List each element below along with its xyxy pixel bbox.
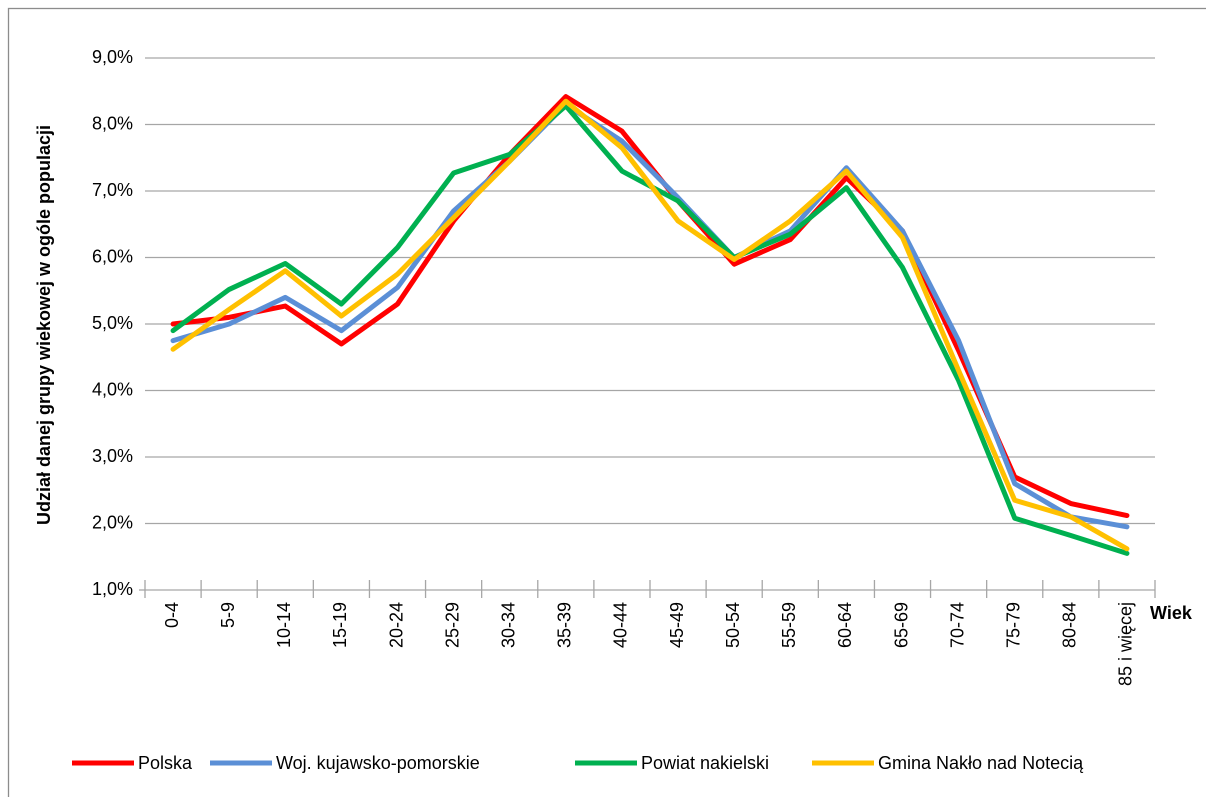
series-line — [170, 98, 1130, 552]
legend-label: Powiat nakielski — [641, 753, 769, 773]
y-tick-label: 8,0% — [92, 113, 133, 133]
legend-label: Woj. kujawsko-pomorskie — [276, 753, 480, 773]
x-tick-label: 15-19 — [330, 602, 350, 648]
y-tick-label: 4,0% — [92, 379, 133, 399]
chart-frame — [7, 7, 1206, 797]
x-axis-label: Wiek — [1150, 603, 1193, 623]
y-tick-label: 1,0% — [92, 579, 133, 599]
legend-label: Polska — [138, 753, 193, 773]
y-tick-label: 7,0% — [92, 180, 133, 200]
x-tick-label: 70-74 — [947, 602, 967, 648]
x-tick-label: 55-59 — [779, 602, 799, 648]
y-axis-label: Udział danej grupy wiekowej w ogóle popu… — [34, 125, 54, 525]
x-tick-label: 80-84 — [1060, 602, 1080, 648]
y-tick-label: 5,0% — [92, 313, 133, 333]
x-tick-label: 5-9 — [218, 602, 238, 628]
x-tick-label: 20-24 — [386, 602, 406, 648]
legend-label: Gmina Nakło nad Notecią — [878, 753, 1084, 773]
y-tick-label: 9,0% — [92, 47, 133, 67]
x-tick-label: 45-49 — [667, 602, 687, 648]
x-tick-label: 65-69 — [891, 602, 911, 648]
x-tick-label: 75-79 — [1003, 602, 1023, 648]
x-tick-label: 0-4 — [162, 602, 182, 628]
y-tick-label: 2,0% — [92, 512, 133, 532]
x-tick-label: 50-54 — [723, 602, 743, 648]
x-tick-label: 60-64 — [835, 602, 855, 648]
series-line — [170, 94, 1130, 519]
x-tick-label: 25-29 — [442, 602, 462, 648]
y-tick-label: 6,0% — [92, 246, 133, 266]
x-tick-label: 30-34 — [498, 602, 518, 648]
x-tick-label: 85 i więcej — [1116, 602, 1136, 686]
x-tick-label: 35-39 — [555, 602, 575, 648]
x-tick-label: 10-14 — [274, 602, 294, 648]
x-tick-label: 40-44 — [611, 602, 631, 648]
y-tick-label: 3,0% — [92, 446, 133, 466]
series-line — [170, 102, 1130, 530]
